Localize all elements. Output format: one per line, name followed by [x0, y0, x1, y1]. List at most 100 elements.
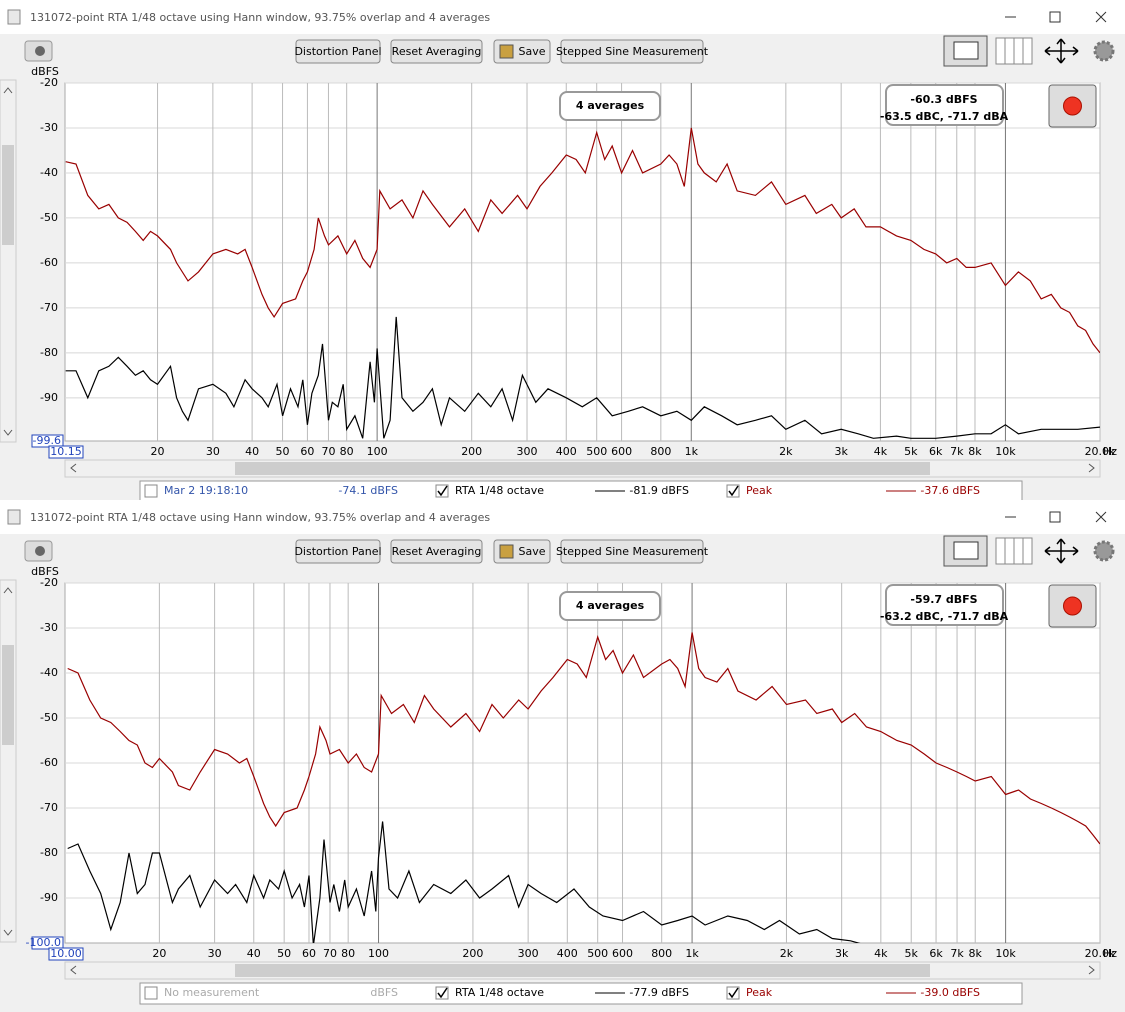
- y-tick-label: -30: [40, 621, 58, 634]
- v-scroll-thumb[interactable]: [2, 145, 14, 245]
- x-tick-label: 8k: [968, 445, 982, 458]
- toolbar-button[interactable]: [560, 39, 704, 64]
- button-label: Distortion Panel: [294, 45, 381, 58]
- x-min-label: 10.15: [50, 445, 82, 458]
- app-icon: [7, 9, 21, 25]
- measurement-level: -74.1 dBFS: [338, 484, 398, 497]
- x-tick-label: 60: [300, 445, 314, 458]
- y-tick-label: -90: [40, 391, 58, 404]
- h-scroll-arrows: [70, 463, 1095, 473]
- x-min-box: [48, 445, 84, 459]
- measurement-checkbox[interactable]: [144, 986, 158, 1000]
- toolbar-button[interactable]: [390, 39, 483, 64]
- x-tick-label: 20.0k: [1085, 947, 1116, 960]
- x-tick-label: 7k: [950, 445, 964, 458]
- button-label: Save: [518, 545, 545, 558]
- v-scroll-thumb[interactable]: [2, 645, 14, 745]
- v-scrollbar[interactable]: [0, 579, 17, 943]
- button-label: Distortion Panel: [294, 545, 381, 558]
- y-tick-label: -70: [40, 301, 58, 314]
- y-axis-label: dBFS: [31, 65, 59, 78]
- averages-label: 4 averages: [576, 99, 645, 112]
- y-tick-label: -50: [40, 711, 58, 724]
- x-tick-label: 500: [587, 947, 608, 960]
- h-scroll-thumb[interactable]: [235, 964, 930, 977]
- legend-entry: Peak: [746, 986, 773, 999]
- series-line: [65, 316, 1100, 439]
- x-tick-label: 30: [206, 445, 220, 458]
- y-tick-label: -90: [40, 891, 58, 904]
- record-indicator: [1063, 596, 1082, 616]
- x-tick-label: 20.0k: [1085, 445, 1116, 458]
- series-line: [67, 632, 1100, 845]
- settings-button[interactable]: [1093, 540, 1115, 562]
- x-tick-label: 10k: [995, 445, 1016, 458]
- series-line: [67, 821, 861, 943]
- x-tick-label: 2k: [780, 947, 794, 960]
- toolbar-button[interactable]: [295, 39, 381, 64]
- h-scroll-arrows: [70, 965, 1095, 975]
- toolbar-button[interactable]: [560, 539, 704, 564]
- x-tick-label: 50: [276, 445, 290, 458]
- title-bar: [0, 500, 1125, 534]
- maximize-button[interactable]: [1049, 511, 1061, 523]
- legend-readout: -77.9 dBFS: [629, 986, 689, 999]
- y-axis-label: dBFS: [31, 565, 59, 578]
- close-button[interactable]: [1095, 11, 1107, 23]
- level-detail: -63.2 dBC, -71.7 dBA: [880, 610, 1009, 623]
- x-tick-label: 300: [518, 947, 539, 960]
- x-tick-label: 6k: [929, 947, 943, 960]
- zoom-button[interactable]: [1044, 538, 1079, 564]
- v-scroll-arrows: [3, 87, 13, 436]
- y-tick-label: -60: [40, 256, 58, 269]
- checkmark: [728, 485, 739, 497]
- app-icon: [7, 509, 21, 525]
- toolbar-button[interactable]: [295, 539, 381, 564]
- y-min-label: -100.0: [26, 936, 61, 949]
- columns-icon: [1004, 538, 1024, 564]
- x-tick-label: 4k: [874, 445, 888, 458]
- x-tick-label: 30: [208, 947, 222, 960]
- checkmark: [437, 987, 448, 999]
- button-label: Stepped Sine Measurement: [556, 545, 709, 558]
- plot-area: [64, 82, 1101, 442]
- measurement-checkbox[interactable]: [144, 484, 158, 498]
- x-tick-label: 70: [321, 445, 335, 458]
- y-tick-label: -80: [40, 346, 58, 359]
- legend-bar: [139, 982, 1023, 1005]
- level-value: -59.7 dBFS: [910, 593, 977, 606]
- y-min-label: -99.6: [33, 434, 61, 447]
- rta-window: 131072-point RTA 1/48 octave using Hann …: [0, 500, 1125, 1005]
- legend-readout: -39.0 dBFS: [920, 986, 980, 999]
- x-tick-label: 6k: [929, 445, 943, 458]
- x-tick-label: 400: [556, 445, 577, 458]
- columns-icon: [1004, 38, 1024, 64]
- x-tick-label: 4k: [874, 947, 888, 960]
- x-tick-label: 3k: [834, 445, 848, 458]
- x-tick-label: 1k: [685, 947, 699, 960]
- y-tick-label: -40: [40, 666, 58, 679]
- x-tick-label: 2k: [779, 445, 793, 458]
- maximize-button[interactable]: [1049, 11, 1061, 23]
- h-scroll-thumb[interactable]: [235, 462, 930, 475]
- close-button[interactable]: [1095, 511, 1107, 523]
- x-tick-label: 50: [277, 947, 291, 960]
- settings-button[interactable]: [1093, 40, 1115, 62]
- legend-readout: -81.9 dBFS: [629, 484, 689, 497]
- window-title: 131072-point RTA 1/48 octave using Hann …: [30, 511, 490, 524]
- button-label: Reset Averaging: [392, 545, 482, 558]
- x-tick-label: 80: [340, 445, 354, 458]
- button-label: Stepped Sine Measurement: [556, 45, 709, 58]
- zoom-button[interactable]: [1044, 38, 1079, 64]
- x-tick-label: 70: [323, 947, 337, 960]
- x-tick-label: 100: [367, 445, 388, 458]
- level-box: [885, 584, 1004, 626]
- x-tick-label: 200: [461, 445, 482, 458]
- v-scrollbar[interactable]: [0, 79, 17, 443]
- y-tick-label: -20: [40, 576, 58, 589]
- x-tick-label: 5k: [905, 947, 919, 960]
- checkmark: [437, 485, 448, 497]
- x-axis-label: Hz: [1103, 947, 1117, 960]
- toolbar-button[interactable]: [390, 539, 483, 564]
